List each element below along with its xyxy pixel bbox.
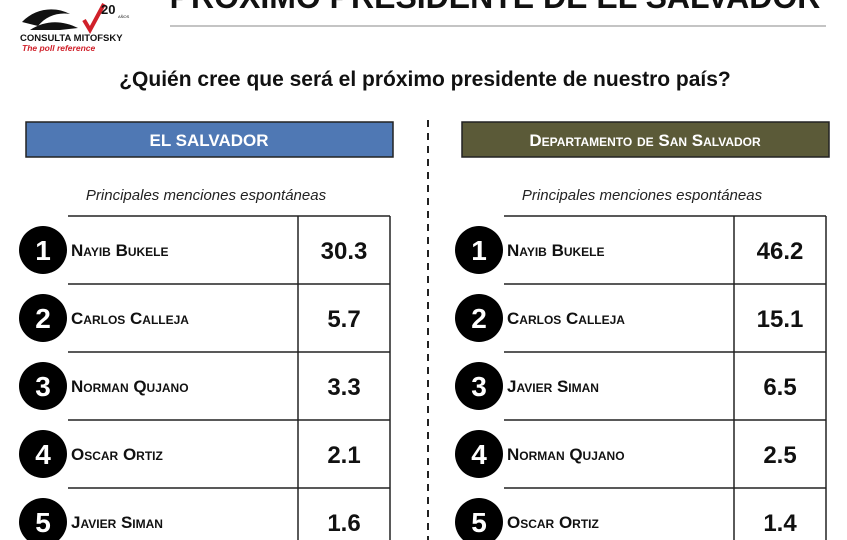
- candidate-name: Nayib Bukele: [71, 241, 169, 260]
- rank: 4: [35, 439, 51, 470]
- candidate-name: Carlos Calleja: [71, 309, 189, 328]
- panel-subtitle: Principales menciones espontáneas: [522, 187, 763, 204]
- candidate-name: Carlos Calleja: [507, 309, 625, 328]
- percentage: 15.1: [757, 306, 804, 333]
- rank: 1: [35, 235, 51, 266]
- rank-badge: [19, 430, 67, 478]
- rank: 5: [35, 507, 51, 538]
- candidate-name: Nayib Bukele: [507, 241, 605, 260]
- percentage: 1.4: [763, 510, 797, 537]
- percentage: 2.1: [327, 442, 360, 469]
- rank: 2: [471, 303, 487, 334]
- rank: 3: [471, 371, 487, 402]
- logo-tagline: The poll reference: [22, 43, 95, 53]
- candidate-name: Javier Siman: [507, 377, 599, 396]
- logo: 20 AÑOS CONSULTA MITOFSKY The poll refer…: [20, 2, 130, 53]
- percentage: 2.5: [763, 442, 796, 469]
- panel-header: [461, 121, 830, 158]
- rank-badge: [19, 294, 67, 342]
- logo-years-unit: AÑOS: [118, 14, 130, 19]
- logo-years: 20: [101, 2, 115, 17]
- candidate-name: Oscar Ortiz: [71, 445, 163, 464]
- title: PRÓXIMO PRESIDENTE DE EL SALVADOR: [170, 0, 821, 15]
- candidate-name: Norman Qujano: [71, 377, 189, 396]
- rank: 2: [35, 303, 51, 334]
- panel-title: EL SALVADOR: [149, 131, 268, 150]
- rank-badge: [19, 498, 67, 540]
- candidate-name: Oscar Ortiz: [507, 513, 599, 532]
- percentage: 3.3: [327, 374, 360, 401]
- percentage: 46.2: [757, 238, 804, 265]
- rank-badge: [455, 226, 503, 274]
- percentage: 5.7: [327, 306, 360, 333]
- rank-badge: [19, 226, 67, 274]
- rank-badge: [455, 362, 503, 410]
- percentage: 30.3: [321, 238, 368, 265]
- rank: 4: [471, 439, 487, 470]
- rank: 3: [35, 371, 51, 402]
- rank: 5: [471, 507, 487, 538]
- logo-name: CONSULTA MITOFSKY: [20, 33, 123, 44]
- percentage: 1.6: [327, 510, 360, 537]
- rank: 1: [471, 235, 487, 266]
- panel-subtitle: Principales menciones espontáneas: [86, 187, 327, 204]
- panel-header: [25, 121, 394, 158]
- question: ¿Quién cree que será el próximo presiden…: [119, 68, 731, 91]
- candidate-name: Javier Siman: [71, 513, 163, 532]
- rank-badge: [455, 294, 503, 342]
- rank-badge: [455, 430, 503, 478]
- percentage: 6.5: [763, 374, 796, 401]
- rank-badge: [455, 498, 503, 540]
- panel-title: Departamento de San Salvador: [529, 131, 761, 150]
- candidate-name: Norman Qujano: [507, 445, 625, 464]
- rank-badge: [19, 362, 67, 410]
